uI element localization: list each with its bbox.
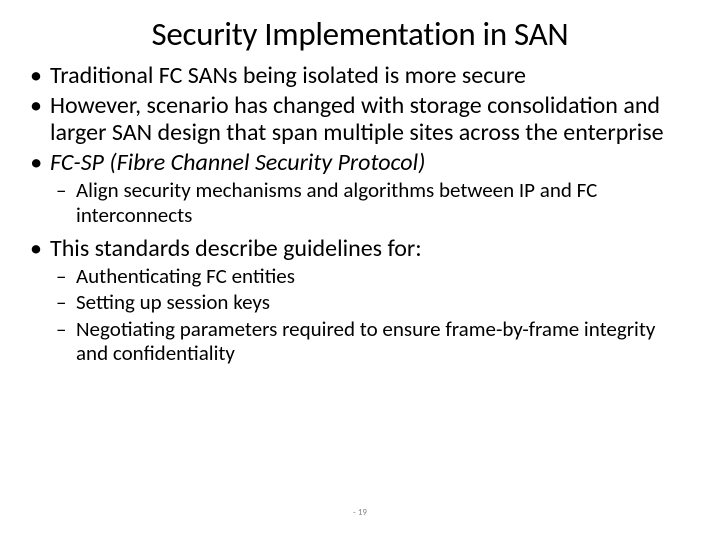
page-number: 19 bbox=[0, 507, 720, 518]
slide-container: Security Implementation in SAN Tradition… bbox=[0, 0, 720, 365]
bullet-item-4: This standards describe guidelines for: bbox=[28, 235, 692, 263]
slide-title: Security Implementation in SAN bbox=[28, 14, 692, 54]
bullet-item-4-sub-2: Setting up session keys bbox=[28, 290, 692, 314]
bullet-item-2: However, scenario has changed with stora… bbox=[28, 92, 692, 147]
bullet-list-2: This standards describe guidelines for: … bbox=[28, 235, 692, 365]
bullet-item-4-sub-3: Negotiating parameters required to ensur… bbox=[28, 317, 692, 365]
bullet-item-3-sub-1: Align security mechanisms and algorithms… bbox=[28, 178, 692, 226]
bullet-item-3: FC-SP (Fibre Channel Security Protocol) bbox=[28, 149, 692, 177]
bullet-item-1: Traditional FC SANs being isolated is mo… bbox=[28, 62, 692, 90]
bullet-item-4-sub-1: Authenticating FC entities bbox=[28, 264, 692, 288]
bullet-list: Traditional FC SANs being isolated is mo… bbox=[28, 62, 692, 227]
